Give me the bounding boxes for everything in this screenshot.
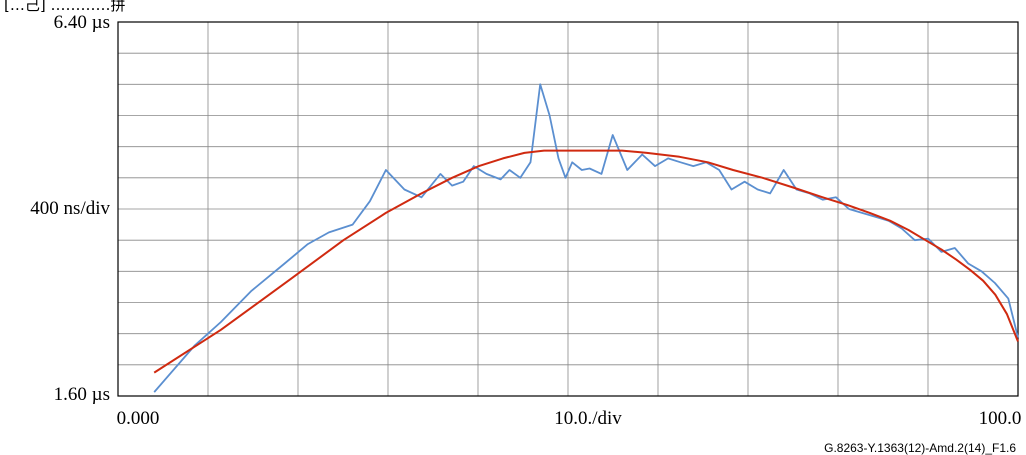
y-tick-label: 6.40 µs bbox=[54, 12, 110, 33]
y-tick-label: 1.60 µs bbox=[54, 384, 110, 405]
x-tick-label: 100.0 bbox=[979, 408, 1022, 429]
plot-frame bbox=[117, 21, 1019, 397]
series-measured-line bbox=[153, 83, 1019, 393]
x-tick-label: 10.0./div bbox=[554, 408, 622, 429]
title-fragment: […己] …………拼 bbox=[4, 0, 126, 14]
x-tick-label: 0.000 bbox=[117, 408, 160, 429]
series-fit-line bbox=[153, 149, 1019, 374]
figure-id-caption: G.8263-Y.1363(12)-Amd.2(14)_F1.6 bbox=[824, 441, 1016, 455]
y-tick-label: 400 ns/div bbox=[30, 198, 110, 219]
